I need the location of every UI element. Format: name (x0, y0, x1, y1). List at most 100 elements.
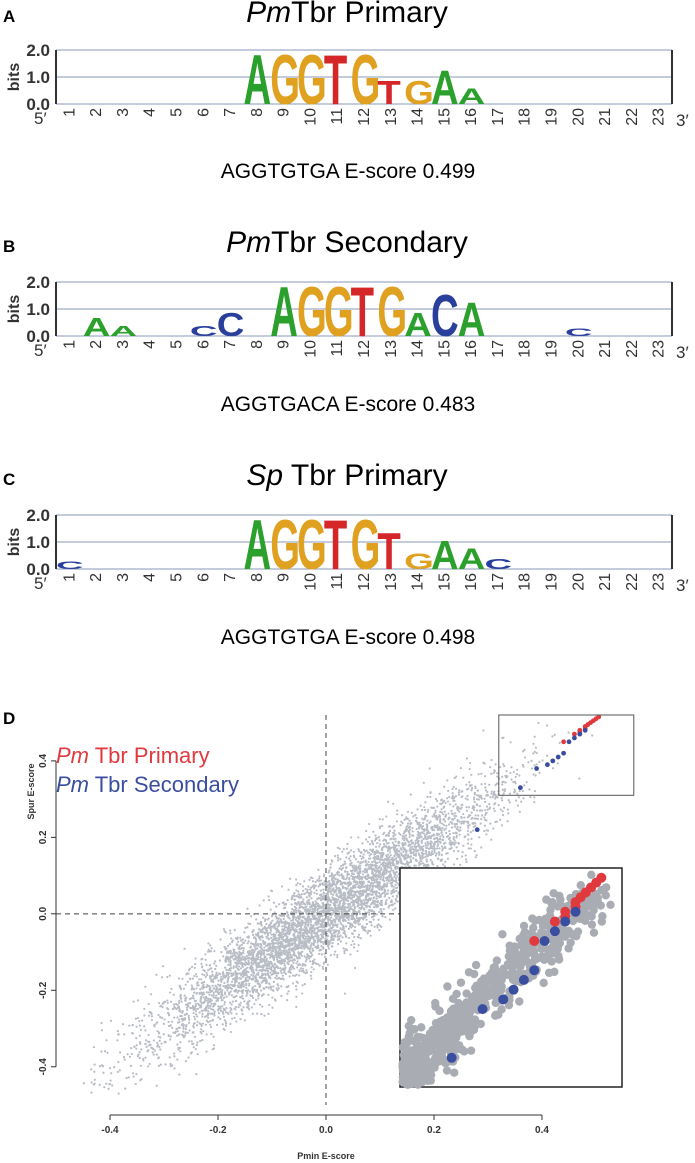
background-point (359, 923, 361, 925)
background-point (295, 889, 297, 891)
logo-x-tick: 1 (61, 108, 78, 117)
background-point (312, 880, 314, 882)
background-point (205, 1006, 207, 1008)
background-point (304, 983, 306, 985)
background-point (327, 964, 329, 966)
background-point (169, 1038, 171, 1040)
background-point (195, 1010, 197, 1012)
background-point (322, 902, 324, 904)
background-point (196, 992, 198, 994)
background-point (177, 1030, 179, 1032)
background-point (313, 944, 315, 946)
background-point (127, 1053, 129, 1055)
background-point (336, 901, 338, 903)
background-point (167, 1008, 169, 1010)
background-point (170, 988, 172, 990)
background-point (264, 932, 266, 934)
background-point (356, 870, 358, 872)
background-point (324, 929, 326, 931)
background-point (325, 883, 327, 885)
background-point (248, 957, 250, 959)
background-point (193, 975, 195, 977)
background-point (429, 820, 431, 822)
background-point (363, 886, 365, 888)
background-point (237, 937, 239, 939)
background-point (267, 932, 269, 934)
background-point (367, 851, 369, 853)
background-point (432, 863, 434, 865)
background-point (311, 877, 313, 879)
background-point (436, 833, 438, 835)
background-point (286, 911, 288, 913)
background-point (193, 1023, 195, 1025)
background-point (107, 1088, 109, 1090)
background-point (412, 834, 414, 836)
background-point (280, 985, 282, 987)
background-point (394, 902, 396, 904)
background-point (240, 1002, 242, 1004)
background-point (260, 1013, 262, 1015)
background-point (305, 972, 307, 974)
background-point (388, 832, 390, 834)
background-point (256, 990, 258, 992)
background-point (516, 793, 518, 795)
background-point (257, 980, 259, 982)
background-point (436, 800, 438, 802)
background-point (227, 987, 229, 989)
background-point (250, 952, 252, 954)
background-point (505, 781, 507, 783)
background-point (353, 896, 355, 898)
background-point (257, 953, 259, 955)
background-point (131, 1053, 133, 1055)
background-point (210, 1033, 212, 1035)
background-point (201, 992, 203, 994)
background-point (145, 1039, 147, 1041)
logo-letter: G (404, 73, 434, 111)
background-point (299, 935, 301, 937)
background-point (272, 985, 274, 987)
background-point (409, 844, 411, 846)
background-point (533, 764, 535, 766)
background-point (387, 850, 389, 852)
background-point (352, 904, 354, 906)
sequence-logo-a: 2.01.00.0bits1 2 3 4 5 6 7 8 9 10 11 12 13 14 15 16 17 18… (0, 38, 695, 138)
panel-a-caption: AGGTGTGA E-score 0.499 (148, 160, 548, 184)
background-point (218, 997, 220, 999)
background-point (178, 1018, 180, 1020)
background-point (231, 975, 233, 977)
background-point (256, 944, 258, 946)
background-point (148, 1034, 150, 1036)
background-point (349, 889, 351, 891)
background-point (456, 823, 458, 825)
background-point (308, 916, 310, 918)
background-point (200, 1023, 202, 1025)
background-point (229, 1023, 231, 1025)
background-point (356, 950, 358, 952)
background-point (222, 971, 224, 973)
background-point (416, 821, 418, 823)
background-point (368, 836, 370, 838)
background-point (291, 908, 293, 910)
background-point (271, 934, 273, 936)
background-point (239, 1018, 241, 1020)
background-point (316, 879, 318, 881)
background-point (503, 792, 505, 794)
background-point (291, 960, 293, 962)
background-point (344, 933, 346, 935)
background-point (374, 834, 376, 836)
background-point (471, 817, 473, 819)
background-point (379, 861, 381, 863)
background-point (203, 1009, 205, 1011)
background-point (225, 1022, 227, 1024)
background-point (229, 1002, 231, 1004)
background-point (227, 945, 229, 947)
background-point (255, 941, 257, 943)
background-point (213, 1047, 215, 1049)
background-point (338, 887, 340, 889)
background-point (227, 958, 229, 960)
background-point (276, 956, 278, 958)
panel-b-title-italic: Pm (226, 226, 271, 259)
background-point (378, 836, 380, 838)
background-point (327, 916, 329, 918)
background-point (122, 1023, 124, 1025)
